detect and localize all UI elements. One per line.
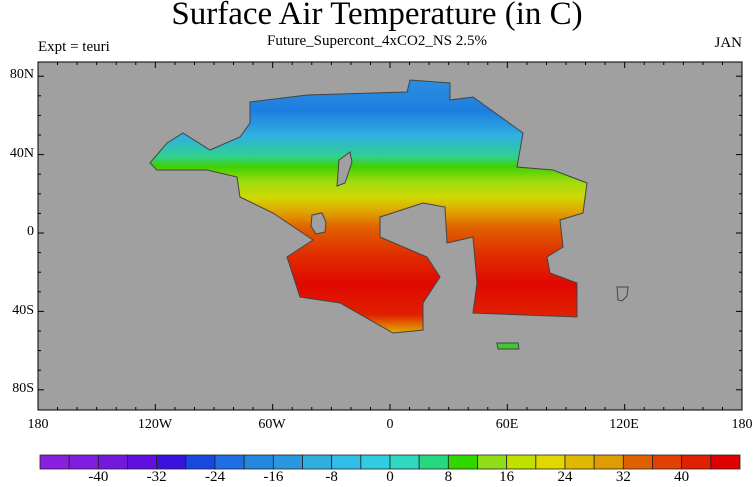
lat-tick-label: 80N	[9, 67, 34, 82]
small-island-east	[616, 286, 629, 302]
colorbar-swatch	[331, 454, 362, 470]
inland-sea	[336, 151, 353, 187]
colorbar-label: 24	[557, 469, 573, 485]
lat-tick-label: 0	[27, 224, 34, 239]
lon-tick-label: 0	[386, 417, 394, 432]
lon-tick-label: 120E	[609, 417, 639, 432]
colorbar-swatch	[593, 454, 624, 470]
plot-title: Surface Air Temperature (in C)	[171, 0, 583, 32]
plot-subtitle: Future_Supercont_4xCO2_NS 2.5%	[267, 33, 487, 49]
colorbar-label: -24	[205, 469, 225, 485]
colorbar-label: 40	[674, 469, 690, 485]
colorbar-swatch	[710, 454, 741, 470]
colorbar-label: -32	[146, 469, 167, 485]
colorbar-swatch	[243, 454, 274, 470]
colorbar-swatch	[214, 454, 245, 470]
lat-tick-label: 40N	[9, 146, 34, 161]
colorbar-swatch	[418, 454, 449, 470]
colorbar-swatch	[127, 454, 158, 470]
colorbar-label: 8	[444, 469, 453, 485]
colorbar-swatch	[681, 454, 712, 470]
small-island	[496, 342, 520, 350]
colorbar-swatch	[622, 454, 653, 470]
colorbar-swatch	[477, 454, 508, 470]
inland-lake	[310, 212, 327, 235]
month-label: JAN	[714, 35, 742, 51]
colorbar-swatch	[535, 454, 566, 470]
colorbar-label: 16	[499, 469, 515, 485]
lon-tick-label: 180	[27, 417, 49, 432]
colorbar-label: 32	[615, 469, 631, 485]
lon-tick-label: 120W	[137, 417, 173, 432]
lat-tick-label: 40S	[12, 303, 34, 318]
colorbar-swatch	[564, 454, 595, 470]
colorbar-label: -16	[263, 469, 284, 485]
colorbar-label: -8	[325, 469, 338, 485]
colorbar-swatch	[302, 454, 333, 470]
colorbar-label: -40	[88, 469, 109, 485]
experiment-label: Expt = teuri	[38, 39, 110, 55]
colorbar-swatch	[156, 454, 187, 470]
lon-tick-label: 60E	[495, 417, 519, 432]
colorbar-swatch	[389, 454, 420, 470]
colorbar-swatch	[447, 454, 478, 470]
colorbar-label: 0	[386, 469, 394, 485]
colorbar	[39, 454, 741, 470]
colorbar-swatch	[652, 454, 683, 470]
lon-tick-label: 60W	[258, 417, 286, 432]
supercontinent-temperature-field	[149, 79, 588, 334]
colorbar-swatch	[506, 454, 537, 470]
lon-tick-label: 180	[731, 417, 753, 432]
colorbar-swatch	[39, 454, 70, 470]
colorbar-swatch	[97, 454, 128, 470]
lat-tick-label: 80S	[12, 381, 34, 396]
colorbar-swatch	[185, 454, 216, 470]
colorbar-swatch	[272, 454, 303, 470]
colorbar-swatch	[68, 454, 99, 470]
colorbar-swatch	[360, 454, 391, 470]
axis-ticks	[37, 62, 743, 410]
